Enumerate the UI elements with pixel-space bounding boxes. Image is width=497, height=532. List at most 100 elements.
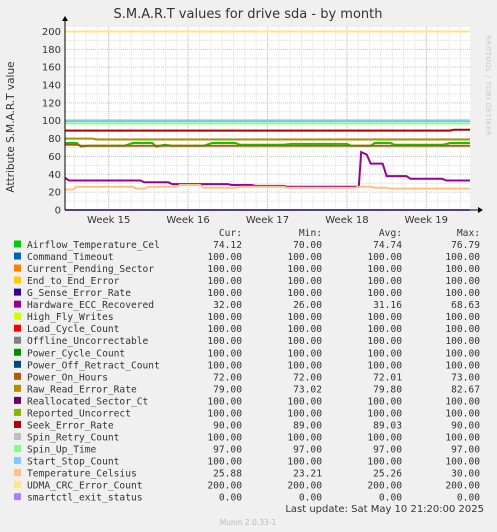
legend-value-max: 200.00 (445, 481, 480, 492)
x-tick-label: Week 16 (166, 215, 209, 226)
legend-value-max: 100.00 (445, 432, 480, 443)
series-line-Seek_Error_Rate (65, 128, 470, 132)
x-axis-arrow (478, 207, 483, 213)
legend-value-cur: 79.00 (213, 384, 242, 395)
legend-value-min: 100.00 (287, 324, 322, 335)
legend-value-cur: 100.00 (207, 324, 242, 335)
y-tick-label: 100 (42, 116, 61, 127)
legend-value-cur: 100.00 (207, 432, 242, 443)
legend-value-cur: 100.00 (207, 252, 242, 263)
series-line-Raw_Read_Error_Rate (65, 137, 470, 141)
legend-value-avg: 97.00 (373, 445, 402, 456)
legend-value-min: 100.00 (287, 264, 322, 275)
legend-value-cur: 32.00 (213, 300, 242, 311)
y-tick-label: 180 (42, 45, 61, 56)
legend-value-cur: 100.00 (207, 264, 242, 275)
legend-value-avg: 100.00 (367, 252, 402, 263)
legend-value-avg: 100.00 (367, 348, 402, 359)
legend-swatch (14, 384, 21, 392)
legend-value-cur: 100.00 (207, 336, 242, 347)
table-header-cell: Cur: (219, 228, 242, 239)
y-tick-label: 20 (48, 188, 61, 199)
legend-series-name: Temperature_Celsius (27, 469, 137, 480)
x-tick-label: Week 15 (87, 215, 130, 226)
y-tick-label: 140 (42, 81, 61, 92)
legend-value-min: 72.00 (293, 372, 322, 383)
legend-value-max: 90.00 (451, 420, 480, 431)
legend-swatch (14, 252, 21, 260)
last-update-text: Last update: Sat May 10 21:20:00 2025 (285, 504, 484, 515)
legend-value-avg: 31.16 (373, 300, 402, 311)
legend-series-name: Hardware_ECC_Recovered (27, 300, 154, 311)
legend-value-min: 0.00 (299, 493, 322, 504)
legend-value-cur: 100.00 (207, 396, 242, 407)
legend-swatch (14, 288, 21, 296)
legend-value-avg: 100.00 (367, 360, 402, 371)
legend-swatch (14, 396, 21, 404)
legend-value-avg: 72.01 (373, 372, 402, 383)
legend-series-name: Current_Pending_Sector (27, 264, 154, 275)
legend-value-cur: 100.00 (207, 288, 242, 299)
legend-value-max: 68.63 (451, 300, 480, 311)
legend-series-name: Spin_Retry_Count (27, 432, 119, 443)
y-tick-label: 40 (48, 170, 61, 181)
y-tick-label: 0 (55, 206, 61, 217)
legend-value-avg: 100.00 (367, 276, 402, 287)
legend-value-cur: 25.88 (213, 469, 242, 480)
legend-value-cur: 97.00 (213, 445, 242, 456)
legend-swatch (14, 469, 21, 477)
legend-series-name: Load_Cycle_Count (27, 324, 119, 335)
legend-value-max: 100.00 (445, 408, 480, 419)
legend-value-max: 100.00 (445, 348, 480, 359)
legend-series-name: Start_Stop_Count (27, 457, 119, 468)
legend-value-min: 100.00 (287, 457, 322, 468)
legend-value-cur: 74.12 (213, 240, 242, 251)
legend-value-max: 100.00 (445, 457, 480, 468)
legend-value-max: 30.00 (451, 469, 480, 480)
legend-value-max: 73.00 (451, 372, 480, 383)
legend-swatch (14, 493, 21, 501)
y-tick-label: 60 (48, 152, 61, 163)
legend-value-avg: 0.00 (379, 493, 402, 504)
legend-swatch (14, 360, 21, 368)
legend-swatch (14, 348, 21, 356)
y-tick-label: 80 (48, 134, 61, 145)
legend-series-name: Offline_Uncorrectable (27, 336, 149, 347)
legend-value-min: 23.21 (293, 469, 322, 480)
legend-swatch (14, 336, 21, 344)
legend-series-name: Seek_Error_Rate (27, 420, 114, 431)
legend-value-max: 100.00 (445, 264, 480, 275)
legend-value-min: 70.00 (293, 240, 322, 251)
y-axis-label: Attribute S.M.A.R.T value (5, 61, 17, 192)
legend-series-name: End_to_End_Error (27, 276, 120, 287)
legend-value-cur: 200.00 (207, 481, 242, 492)
legend-series-name: UDMA_CRC_Error_Count (27, 481, 143, 492)
legend-value-max: 100.00 (445, 336, 480, 347)
legend-value-min: 100.00 (287, 396, 322, 407)
table-header-cell: Max: (457, 228, 480, 239)
munin-version: Munin 2.0.33-1 (220, 518, 277, 527)
series-line-Temperature_Celsius (65, 184, 470, 191)
legend-series-name: G_Sense_Error_Rate (27, 288, 131, 299)
legend-swatch (14, 457, 21, 465)
legend-swatch (14, 264, 21, 272)
x-tick-label: Week 18 (325, 215, 368, 226)
legend-table: Airflow_Temperature_Cel 74.12 70.00 74.74 76… (14, 240, 480, 504)
legend-value-max: 100.00 (445, 360, 480, 371)
legend-value-avg: 100.00 (367, 432, 402, 443)
legend-value-avg: 100.00 (367, 408, 402, 419)
legend-value-cur: 100.00 (207, 276, 242, 287)
legend-value-avg: 100.00 (367, 288, 402, 299)
legend-value-avg: 100.00 (367, 396, 402, 407)
legend-value-min: 100.00 (287, 312, 322, 323)
legend-value-max: 97.00 (451, 445, 480, 456)
legend-value-avg: 100.00 (367, 264, 402, 275)
legend-series-name: Raw_Read_Error_Rate (27, 384, 137, 395)
legend-series-name: High_Fly_Writes (27, 312, 114, 323)
legend-value-min: 97.00 (293, 445, 322, 456)
legend-swatch (14, 300, 21, 308)
legend-value-min: 26.00 (293, 300, 322, 311)
legend-value-max: 82.67 (451, 384, 480, 395)
table-header-cell: Avg: (379, 228, 402, 239)
legend-swatch (14, 372, 21, 380)
